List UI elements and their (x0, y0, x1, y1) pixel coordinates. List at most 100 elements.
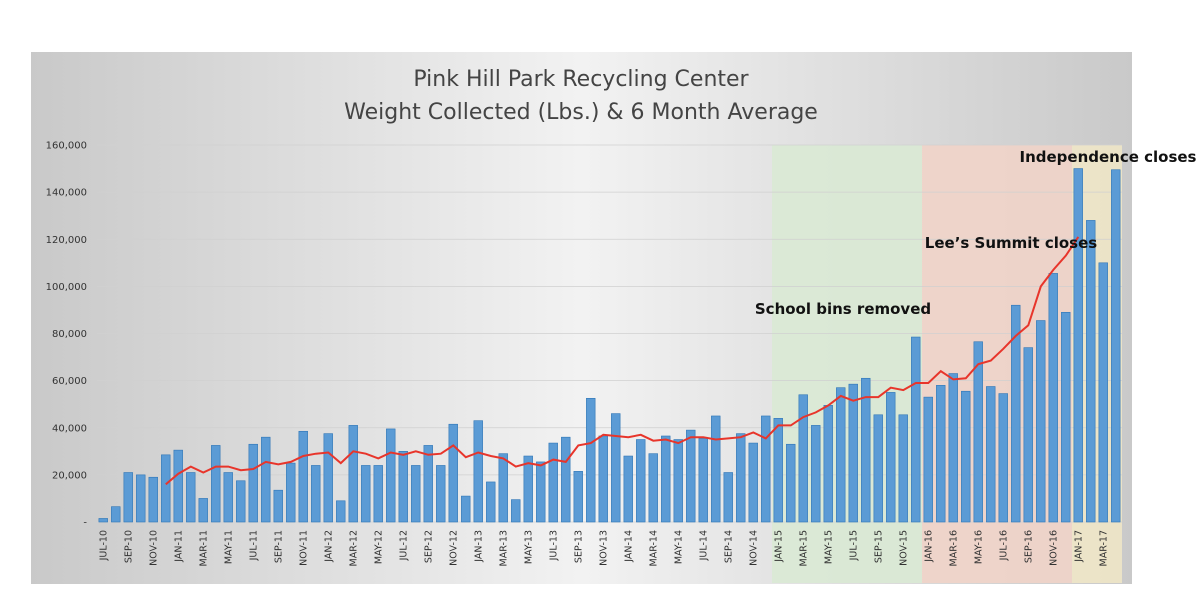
bar-sep-14 (723, 472, 733, 523)
bar-jun-13 (536, 461, 546, 523)
bar-dec-11 (311, 465, 321, 523)
x-tick-label: MAR-16 (948, 530, 959, 566)
bar-feb-13 (486, 481, 496, 523)
bar-jul-15 (848, 383, 858, 523)
x-tick-label: SEP-10 (123, 530, 134, 563)
bar-oct-14 (736, 433, 746, 523)
bar-nov-13 (598, 435, 608, 523)
six-month-average-line (165, 236, 1080, 486)
bar-mar-14 (648, 453, 658, 523)
bar-aug-13 (561, 436, 571, 523)
x-tick-label: JUL-16 (998, 530, 1009, 561)
bar-feb-16 (936, 385, 946, 523)
x-tick-label: SEP-13 (573, 530, 584, 563)
x-tick-label: SEP-12 (423, 530, 434, 563)
bar-jan-11 (173, 449, 183, 523)
bar-oct-16 (1036, 320, 1046, 523)
y-tick-label: 120,000 (46, 235, 87, 246)
bar-jul-13 (548, 442, 558, 523)
x-tick-label: JAN-16 (923, 530, 934, 563)
bar-apr-17 (1111, 169, 1121, 523)
bar-aug-16 (1011, 304, 1021, 523)
bar-jun-14 (686, 429, 696, 523)
x-tick-label: NOV-14 (748, 530, 759, 566)
bar-aug-12 (411, 465, 421, 523)
x-tick-label: JUL-11 (248, 530, 259, 561)
y-tick-label: 40,000 (52, 423, 87, 434)
x-tick-label: MAY-12 (373, 530, 384, 564)
highlight-band-1 (772, 145, 922, 583)
bar-nov-16 (1048, 273, 1058, 523)
bar-dec-13 (611, 413, 621, 523)
bar-jul-11 (248, 443, 258, 523)
bar-feb-12 (336, 500, 346, 523)
bar-nov-14 (748, 442, 758, 523)
bar-nov-11 (298, 430, 308, 523)
y-tick-label: 160,000 (46, 141, 87, 152)
bar-apr-16 (961, 390, 971, 523)
bar-dec-14 (761, 415, 771, 523)
y-tick-label: 80,000 (52, 329, 87, 340)
bar-may-11 (223, 472, 233, 523)
bar-nov-12 (448, 423, 458, 523)
bar-jun-11 (236, 480, 246, 523)
highlight-band-2 (922, 145, 1072, 583)
x-tick-label: NOV-15 (898, 530, 909, 566)
bar-aug-14 (711, 415, 721, 523)
bar-jan-17 (1073, 168, 1083, 523)
x-tick-label: JAN-15 (773, 530, 784, 563)
x-tick-label: NOV-10 (148, 530, 159, 566)
x-tick-label: NOV-11 (298, 530, 309, 566)
x-tick-label: JAN-13 (473, 530, 484, 563)
x-tick-label: JUL-14 (698, 530, 709, 561)
x-tick-label: MAR-17 (1098, 530, 1109, 566)
bar-sep-15 (873, 414, 883, 523)
bar-jul-10 (98, 518, 108, 523)
x-tick-label: JUL-15 (848, 530, 859, 561)
bar-jan-15 (773, 418, 783, 523)
bar-apr-14 (661, 435, 671, 523)
bar-aug-11 (261, 436, 271, 523)
x-tick-label: SEP-15 (873, 530, 884, 563)
bar-sep-12 (423, 445, 433, 523)
bar-jul-14 (698, 438, 708, 523)
bar-jan-13 (473, 420, 483, 523)
bar-mar-16 (948, 373, 958, 523)
bar-may-15 (823, 405, 833, 523)
bar-jan-16 (923, 396, 933, 523)
bar-oct-11 (286, 462, 296, 523)
bar-jul-12 (398, 451, 408, 523)
bar-jul-16 (998, 393, 1008, 523)
x-tick-label: JAN-12 (323, 530, 334, 563)
bar-dec-15 (911, 336, 921, 523)
bar-sep-13 (573, 471, 583, 523)
bar-may-14 (673, 439, 683, 523)
bar-dec-16 (1061, 311, 1071, 523)
bar-oct-12 (436, 465, 446, 523)
annotation-lees-summit: Lee’s Summit closes (925, 234, 1097, 252)
chart-subtitle: Weight Collected (Lbs.) & 6 Month Averag… (344, 100, 818, 125)
x-tick-label: MAY-11 (223, 530, 234, 564)
x-tick-label: MAR-15 (798, 530, 809, 566)
bar-dec-12 (461, 495, 471, 523)
bar-apr-13 (511, 499, 521, 523)
bar-sep-11 (273, 489, 283, 523)
bar-mar-13 (498, 453, 508, 523)
bar-apr-11 (211, 445, 221, 523)
x-tick-label: NOV-12 (448, 530, 459, 566)
x-tick-label: JAN-11 (173, 530, 184, 563)
bar-may-13 (523, 455, 533, 523)
bar-nov-15 (898, 414, 908, 523)
x-tick-label: MAR-12 (348, 530, 359, 566)
bar-oct-13 (586, 397, 596, 523)
x-tick-label: MAY-15 (823, 530, 834, 564)
bar-jun-15 (836, 387, 846, 523)
bar-jan-12 (323, 433, 333, 523)
y-tick-label: 20,000 (52, 470, 87, 481)
bar-apr-12 (361, 465, 371, 523)
x-tick-label: JUL-13 (548, 530, 559, 561)
bar-dec-10 (161, 454, 171, 523)
x-tick-label: SEP-16 (1023, 530, 1034, 563)
bar-mar-15 (798, 394, 808, 523)
